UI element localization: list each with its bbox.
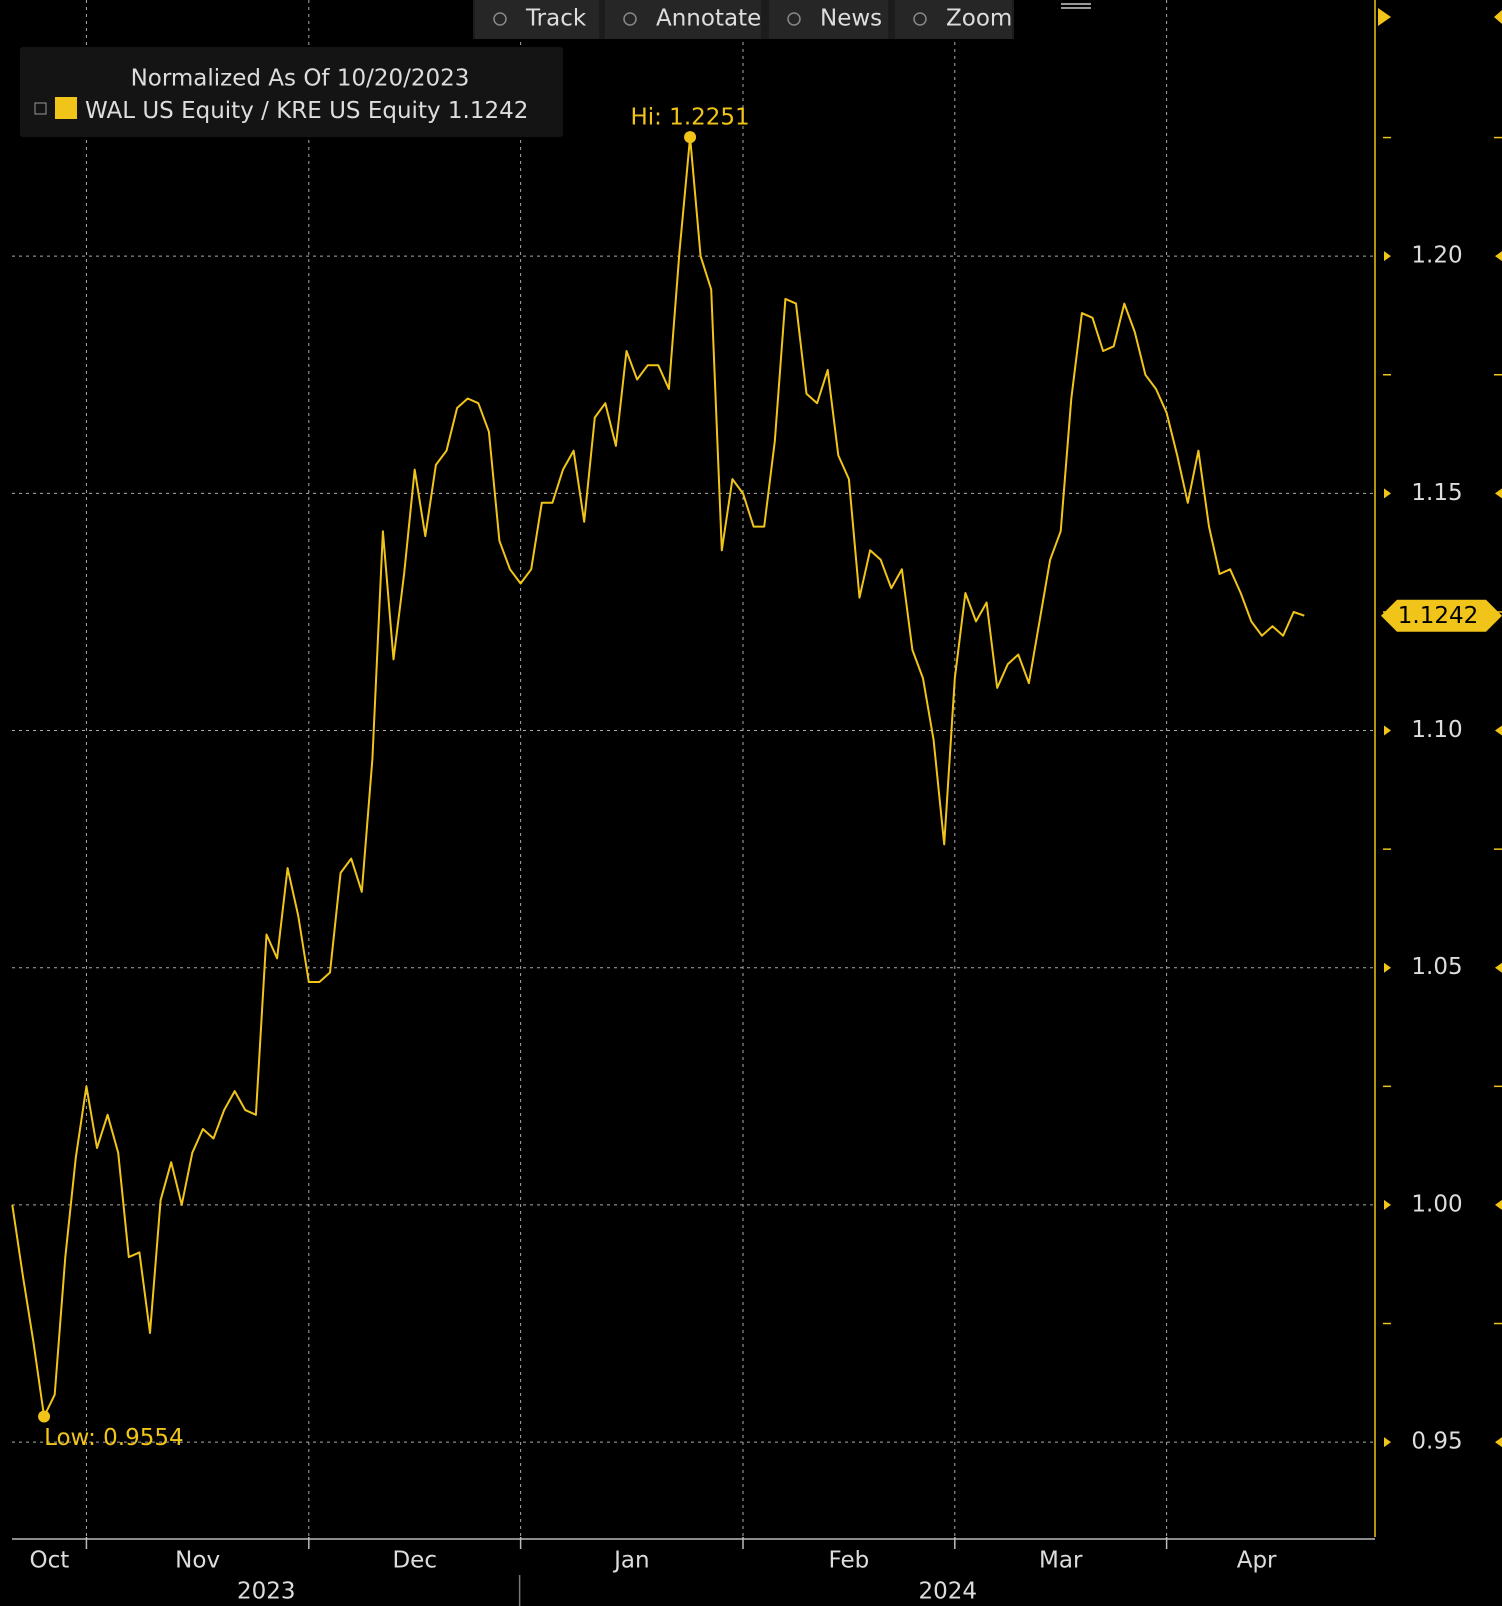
- y-tick: [1384, 488, 1391, 499]
- legend-box: [20, 47, 563, 137]
- legend-expander: [34, 102, 47, 115]
- toolbar-button-label[interactable]: Track: [525, 6, 587, 32]
- low-label: Low: 0.9554: [44, 1425, 184, 1451]
- year-label: 2024: [919, 1579, 978, 1605]
- y-tick: [1494, 10, 1502, 24]
- y-tick: [1384, 251, 1391, 262]
- y-tick-label: 1.05: [1411, 954, 1462, 980]
- toolbar-icon: [493, 12, 507, 26]
- x-tick-label: Jan: [612, 1548, 649, 1574]
- last-value-tag: [1381, 599, 1502, 632]
- y-tick-label: 0.95: [1411, 1429, 1462, 1455]
- toolbar-button-label[interactable]: Zoom: [946, 6, 1012, 32]
- x-tick-label: Nov: [175, 1548, 220, 1574]
- toolbar-button[interactable]: [769, 0, 888, 39]
- y-tick: [1378, 8, 1391, 26]
- series-line: [11, 136, 1305, 1418]
- y-tick-label: 1.15: [1411, 480, 1462, 506]
- x-tick-label: Mar: [1039, 1548, 1083, 1574]
- y-tick: [1384, 1199, 1391, 1210]
- y-tick: [1495, 1437, 1502, 1448]
- y-tick: [1495, 251, 1502, 262]
- y-tick: [1384, 962, 1391, 973]
- y-tick-label: 1.20: [1411, 243, 1462, 269]
- legend-value: 1.1242: [448, 98, 528, 124]
- y-tick: [1495, 725, 1502, 736]
- toolbar-button[interactable]: [605, 0, 761, 39]
- y-tick: [1495, 1199, 1502, 1210]
- x-tick-label: Apr: [1237, 1548, 1277, 1574]
- y-tick: [1495, 488, 1502, 499]
- toolbar-button[interactable]: [475, 0, 599, 39]
- toolbar-icon: [623, 12, 637, 26]
- legend-entry: WAL US Equity / KRE US Equity 1.1242: [85, 98, 528, 124]
- x-tick-label: Feb: [829, 1548, 870, 1574]
- x-tick-label: Oct: [29, 1548, 69, 1574]
- y-tick: [1384, 1437, 1391, 1448]
- y-tick: [1495, 962, 1502, 973]
- y-tick: [1384, 725, 1391, 736]
- high-marker: [684, 131, 697, 144]
- high-label: Hi: 1.2251: [630, 105, 749, 131]
- year-label: 2023: [237, 1579, 296, 1605]
- y-tick-label: 1.10: [1411, 717, 1462, 743]
- low-marker: [38, 1410, 51, 1423]
- legend-swatch: [55, 97, 77, 119]
- toolbar-button-label[interactable]: News: [820, 6, 882, 32]
- toolbar-icon: [787, 12, 801, 26]
- toolbar-icon: [913, 12, 927, 26]
- legend-title: Normalized As Of 10/20/2023: [131, 66, 470, 92]
- toolbar-button-label[interactable]: Annotate: [656, 6, 761, 32]
- last-value-label: 1.1242: [1398, 603, 1478, 629]
- x-tick-label: Dec: [392, 1548, 437, 1574]
- legend-name: WAL US Equity / KRE US Equity: [85, 98, 441, 124]
- y-tick-label: 1.00: [1411, 1191, 1462, 1217]
